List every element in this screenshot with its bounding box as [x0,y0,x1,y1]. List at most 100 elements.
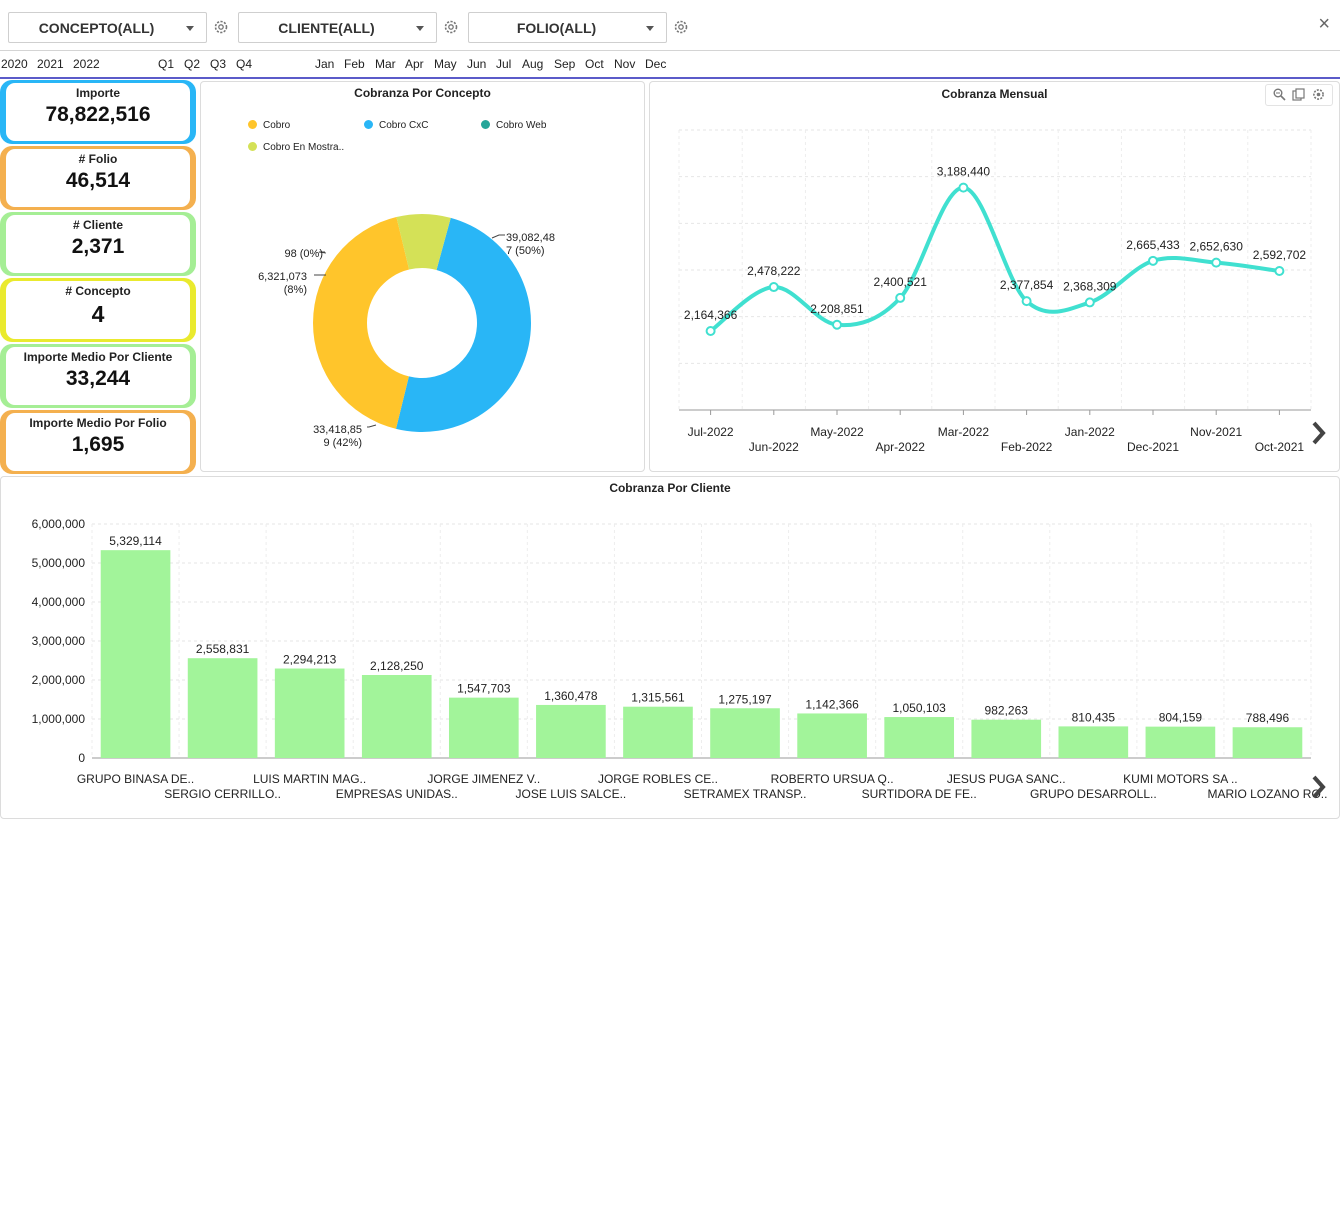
kpi-cliente[interactable]: # Cliente 2,371 [0,212,196,276]
bar-value-label: 810,435 [1072,710,1116,724]
kpi-title: # Folio [78,152,118,166]
donut-slice-cobro-en-mostra-[interactable] [396,214,451,270]
bar-value-label: 1,315,561 [631,691,685,705]
bar[interactable] [1145,726,1216,758]
month-nov[interactable]: Nov [614,57,636,71]
zoom-icon[interactable] [1273,88,1286,101]
chevron-right-icon[interactable] [1308,772,1330,802]
bar-value-label: 1,275,197 [718,692,772,706]
kpi-value: 78,822,516 [45,103,151,126]
kpi-importe-medio-folio[interactable]: Importe Medio Por Folio 1,695 [0,410,196,474]
gear-icon[interactable] [673,19,689,35]
data-point[interactable] [1148,255,1158,266]
kpi-card-body: Importe 78,822,516 [6,83,190,141]
legend-item-cobro[interactable]: Cobro [248,120,290,131]
data-point[interactable] [1084,297,1095,308]
month-may[interactable]: May [434,57,457,71]
slice-label: (8%) [284,284,307,296]
bar-value-label: 1,142,366 [805,697,859,711]
data-point[interactable] [832,319,842,330]
bar[interactable] [536,704,606,758]
y-tick-label: 1,000,000 [32,712,86,726]
concepto-panel: Cobranza Por Concepto Cobro Cobro CxC Co… [200,81,645,472]
kpi-importe[interactable]: Importe 78,822,516 [0,80,196,144]
gear-icon[interactable] [213,19,229,35]
bar[interactable] [710,708,780,758]
bar[interactable] [274,668,345,758]
panel-title: Cobranza Por Cliente [609,481,731,495]
donut-slice-cobro-cxc[interactable] [396,217,531,432]
legend-item-cobro-mostrador[interactable]: Cobro En Mostra.. [248,142,344,153]
bar[interactable] [448,697,519,758]
bar-value-label: 804,159 [1159,711,1203,725]
year-2021[interactable]: 2021 [37,57,64,71]
month-mar[interactable]: Mar [375,57,396,71]
month-sep[interactable]: Sep [554,57,576,71]
leader-line [318,251,327,254]
bar[interactable] [100,550,171,758]
year-2020[interactable]: 2020 [1,57,28,71]
concepto-filter-dropdown[interactable]: CONCEPTO(ALL) [8,12,207,43]
month-jun[interactable]: Jun [467,57,487,71]
month-dec[interactable]: Dec [645,57,667,71]
data-point[interactable] [768,282,779,293]
bar-value-label: 2,128,250 [370,659,424,673]
chevron-right-icon[interactable] [1308,418,1330,448]
data-label: 2,478,222 [747,264,801,278]
bar[interactable] [187,658,258,758]
quarter-q1[interactable]: Q1 [158,57,175,71]
kpi-folio[interactable]: # Folio 46,514 [0,146,196,210]
export-icon[interactable] [1292,88,1305,101]
legend-item-cobro-cxc[interactable]: Cobro CxC [364,120,428,131]
leader-line [491,234,505,239]
close-icon[interactable]: × [1318,13,1330,35]
bar[interactable] [623,706,693,758]
bar[interactable] [971,719,1042,758]
data-point[interactable] [958,182,969,193]
gear-icon[interactable] [1312,88,1325,101]
data-point[interactable] [1274,266,1285,277]
data-point[interactable] [1021,296,1032,307]
x-tick-label: Mar-2022 [938,425,990,439]
x-tick-label: Dec-2021 [1127,440,1179,454]
y-tick-label: 2,000,000 [32,673,86,687]
date-filter-bar: 2020 2021 2022 Q1 Q2 Q3 Q4 Jan Feb Mar A… [0,51,1340,79]
x-tick-label: ROBERTO URSUA Q.. [771,772,894,786]
kpi-concepto[interactable]: # Concepto 4 [0,278,196,342]
month-aug[interactable]: Aug [522,57,544,71]
kpi-title: Importe [75,86,120,100]
legend-label: Cobro Web [496,120,547,131]
bar[interactable] [884,717,955,758]
month-oct[interactable]: Oct [585,57,604,71]
kpi-importe-medio-cliente[interactable]: Importe Medio Por Cliente 33,244 [0,344,196,408]
bar-value-label: 1,360,478 [544,689,598,703]
quarter-q4[interactable]: Q4 [236,57,253,71]
panel-title: Cobranza Por Concepto [354,86,491,100]
legend-item-cobro-web[interactable]: Cobro Web [481,120,546,131]
year-2022[interactable]: 2022 [73,57,100,71]
y-tick-label: 4,000,000 [32,595,86,609]
slice-label: 6,321,073 [258,271,307,283]
month-jul[interactable]: Jul [496,57,512,71]
data-point[interactable] [1211,257,1222,268]
bar[interactable] [361,674,432,758]
data-point[interactable] [705,325,716,336]
quarter-q3[interactable]: Q3 [210,57,227,71]
bar[interactable] [1232,727,1303,758]
month-jan[interactable]: Jan [315,57,335,71]
month-apr[interactable]: Apr [405,57,424,71]
month-feb[interactable]: Feb [344,57,365,71]
line-chart: 2,164,366 Jul-2022 2,478,222 Jun-2022 2,208,… [678,129,1312,454]
donut-chart: 39,082,48 7 (50%) 98 (0%) 6,321,073 (8%)… [258,214,555,449]
folio-filter-dropdown[interactable]: FOLIO(ALL) [468,12,667,43]
bar-chart: 0 1,000,000 2,000,000 3,000,000 4,000,000 5,0… [32,517,1328,801]
gear-icon[interactable] [443,19,459,35]
cliente-filter-dropdown[interactable]: CLIENTE(ALL) [238,12,437,43]
bar[interactable] [797,713,867,758]
quarter-q2[interactable]: Q2 [184,57,201,71]
data-point[interactable] [895,292,906,303]
x-tick-label: Oct-2021 [1255,440,1305,454]
legend-label: Cobro En Mostra.. [263,142,345,153]
donut-slice-cobro[interactable] [313,217,410,429]
bar[interactable] [1058,726,1129,758]
